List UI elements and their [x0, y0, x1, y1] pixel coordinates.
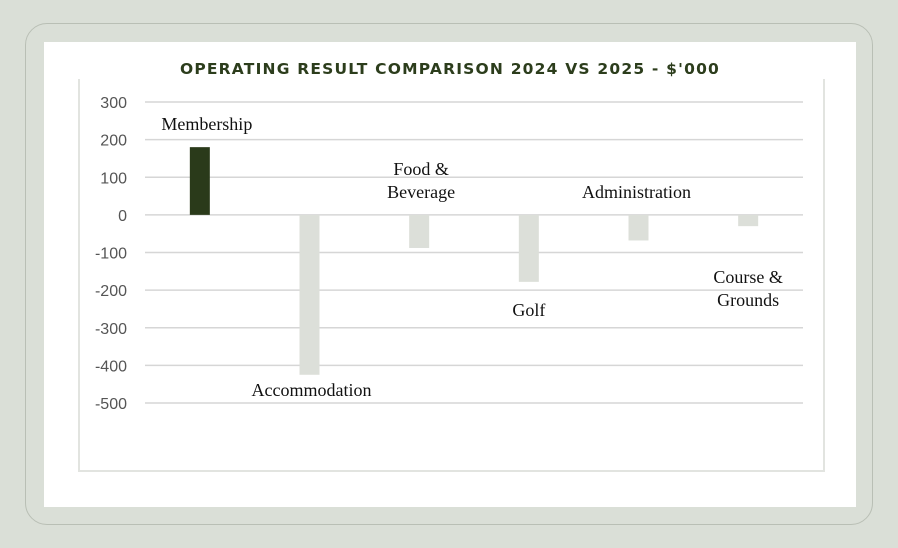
- bar: [299, 214, 320, 375]
- category-label: Administration: [582, 182, 691, 202]
- bar: [628, 214, 649, 241]
- y-tick-label: 200: [100, 133, 127, 150]
- y-tick-label: -500: [95, 396, 127, 413]
- category-label: Golf: [512, 300, 545, 320]
- bar: [518, 214, 539, 282]
- category-label: Course &: [713, 267, 783, 287]
- category-label: Grounds: [717, 290, 779, 310]
- category-label: Membership: [161, 114, 252, 134]
- bar: [189, 147, 210, 215]
- plot-area-border: [78, 79, 825, 472]
- y-tick-label: -100: [95, 246, 127, 263]
- category-label: Food &: [393, 159, 449, 179]
- bar: [738, 214, 759, 227]
- y-tick-label: -200: [95, 283, 127, 300]
- category-label: Beverage: [387, 182, 455, 202]
- chart-card: [44, 42, 856, 507]
- y-tick-label: 100: [100, 170, 127, 187]
- y-tick-label: 300: [100, 95, 127, 112]
- chart-title: OPERATING RESULT COMPARISON 2024 VS 2025…: [179, 60, 721, 78]
- category-label: Accommodation: [252, 380, 372, 400]
- y-tick-label: 0: [118, 208, 127, 225]
- y-tick-label: -400: [95, 358, 127, 375]
- bar: [409, 214, 430, 248]
- y-tick-label: -300: [95, 321, 127, 338]
